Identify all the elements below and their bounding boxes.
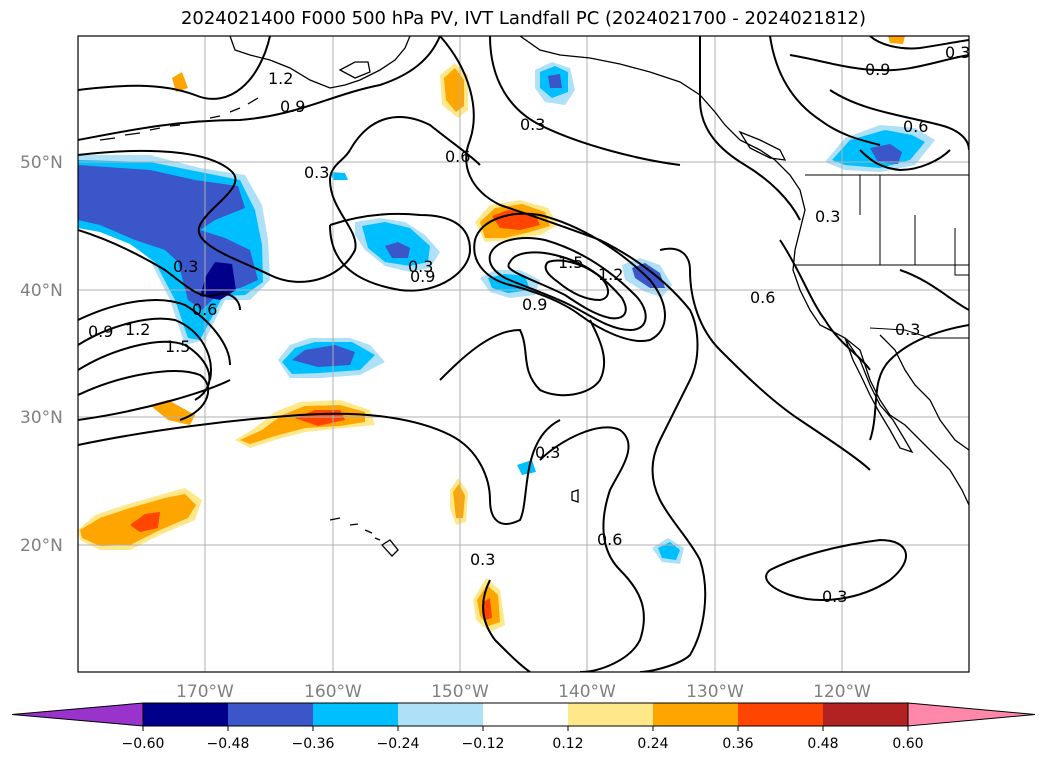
colorbar-swatch [653,703,738,726]
colorbar-tick-label: 0.36 [722,736,753,752]
contour-label: 0.9 [88,322,113,341]
lat-label: 20°N [20,536,63,556]
lon-label: 170°W [176,682,234,702]
positive-anomaly-region [172,72,188,92]
negative-anomaly-region [330,172,348,180]
gridlines [78,36,969,672]
contour-label: 0.9 [410,267,435,286]
map-frame [77,35,970,673]
contour-label: 0.6 [903,117,928,136]
positive-anomaly-region [444,68,464,112]
colorbar-swatch [738,703,823,726]
negative-anomaly-region [292,345,355,367]
contour-label: 0.3 [535,443,560,462]
colorbar-swatches [11,702,1036,727]
aleutian-islands [99,97,259,141]
contour-label: 0.9 [280,97,305,116]
contour-label: 1.5 [558,253,583,272]
contour-label: 1.5 [165,337,190,356]
positive-anomaly-region [453,484,465,518]
contour-label: 0.3 [895,320,920,339]
lat-label: 50°N [20,153,63,173]
contour-label: 0.3 [822,587,847,606]
contour-label-group: 1.2 0.9 0.6 0.3 0.3 0.9 0.6 0.3 0.3 0.6 … [88,43,970,606]
colorbar-swatch [823,703,908,726]
colorbar-outline [142,702,909,727]
colorbar-ticks: −0.60 −0.48 −0.36 −0.24 −0.12 0.12 0.24 0.36 0.4… [122,726,924,752]
positive-anomaly-region [130,512,160,532]
lon-label: 130°W [686,682,744,702]
colorbar-tick-label: 0.24 [637,736,668,752]
negative-anomaly-region [385,242,410,258]
colorbar-swatch [568,703,653,726]
colorbar-swatch [483,703,568,726]
colorbar-tick-label: −0.24 [377,736,420,752]
contour-label: 0.3 [520,115,545,134]
negative-anomaly-region [870,144,902,164]
contour-label: 1.2 [598,265,623,284]
negative-anomaly-region [548,74,562,88]
baja-peninsula [844,337,914,454]
contour-label: 0.3 [470,550,495,569]
shading-layer [78,36,935,632]
colorbar-extend-max [907,702,1036,727]
north-america-coastline [519,36,969,506]
colorbar-tick-label: 0.48 [807,736,838,752]
positive-anomaly-region [888,36,905,44]
alaska-coastline [229,36,411,89]
negative-anomaly-region [632,263,665,288]
contour-label: 0.3 [408,257,433,276]
contour-label: 1.2 [268,69,293,88]
latitude-labels: 50°N 40°N 30°N 20°N [20,153,63,556]
longitude-labels: 170°W 160°W 150°W 140°W 130°W 120°W [176,682,871,702]
contour-label: 0.6 [445,147,470,166]
colorbar-swatch [313,703,398,726]
negative-anomaly-region [517,460,536,475]
state-borders [795,175,969,276]
positive-anomaly-region [240,405,365,444]
contour-label: 0.9 [522,295,547,314]
hawaii-island [380,539,399,557]
gulf-of-california [879,334,969,451]
colorbar-swatch [398,703,483,726]
us-mexico-border [869,327,969,339]
contour-label: 0.3 [173,257,198,276]
hawaii-islands-small [329,517,381,541]
map-title: 2024021400 F000 500 hPa PV, IVT Landfall… [180,8,867,29]
vancouver-island [738,130,787,161]
contour-lines [78,36,969,672]
contour-label: 0.3 [304,163,329,182]
colorbar-tick-label: −0.12 [462,736,505,752]
positive-anomaly-region [483,598,492,620]
contour-label: 0.3 [815,207,840,226]
colorbar-swatch [143,703,228,726]
colorbar-extend-min [11,702,144,727]
lat-label: 30°N [20,408,63,428]
contour-label: 0.9 [865,60,890,79]
contour-label: 0.3 [945,43,970,62]
lon-label: 160°W [304,682,362,702]
negative-anomaly-region [658,542,680,560]
contour-label: 1.2 [125,320,150,339]
colorbar-tick-label: −0.60 [122,736,165,752]
colorbar-tick-label: 0.60 [892,736,923,752]
lat-label: 40°N [20,281,63,301]
kodiak-coast [338,61,371,79]
small-islands [571,489,579,503]
colorbar-tick-label: −0.36 [292,736,335,752]
lon-label: 150°W [431,682,489,702]
borders [795,174,969,339]
contour-label: 0.6 [750,288,775,307]
colorbar-tick-label: 0.12 [552,736,583,752]
colorbar-tick-label: −0.48 [207,736,250,752]
colorbar: −0.60 −0.48 −0.36 −0.24 −0.12 0.12 0.24 0.36 0.4… [11,702,1036,752]
lon-label: 120°W [813,682,871,702]
contour-label: 0.6 [192,300,217,319]
contour-label: 0.6 [597,530,622,549]
colorbar-swatch [228,703,313,726]
lon-label: 140°W [558,682,616,702]
